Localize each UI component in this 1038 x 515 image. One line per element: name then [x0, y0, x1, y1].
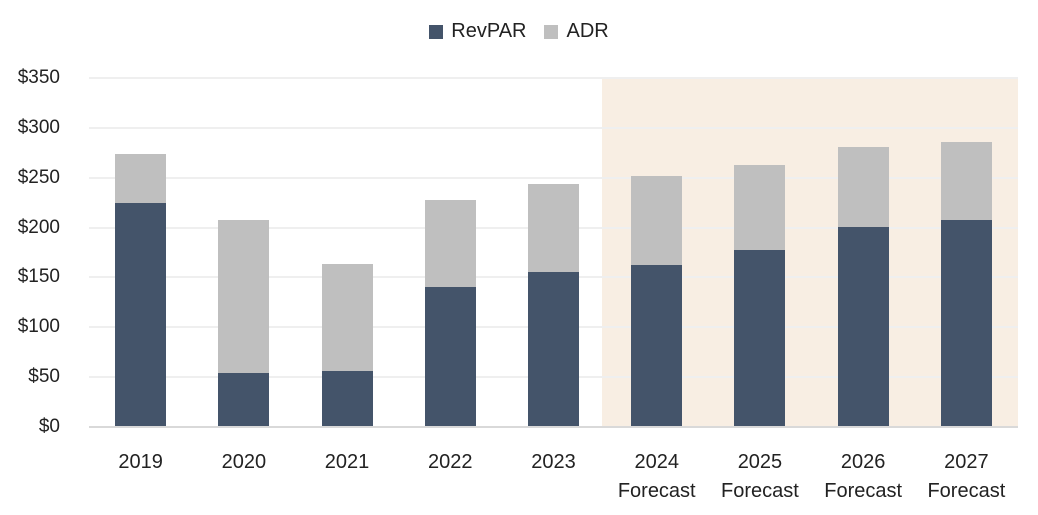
x-tick-label: 2027 Forecast: [927, 451, 1006, 502]
y-tick-label: $350: [17, 67, 60, 88]
chart-legend: RevPAR ADR: [0, 20, 1038, 43]
bar-revpar: [528, 272, 579, 427]
x-axis-line: [89, 426, 1018, 428]
y-tick-label: $100: [17, 316, 60, 338]
gridline: [89, 126, 1018, 129]
legend-swatch-revpar: [429, 24, 444, 39]
y-tick-label: $250: [17, 166, 60, 188]
bar-revpar: [424, 287, 476, 427]
x-tick-label: 2020: [221, 451, 267, 473]
legend-item-revpar: RevPAR: [429, 20, 526, 43]
y-tick-label: $200: [17, 216, 60, 238]
bar-revpar: [321, 371, 373, 427]
legend-label-revpar: RevPAR: [451, 20, 527, 42]
y-tick-label: $150: [17, 266, 60, 288]
gridline: [89, 176, 1018, 179]
x-tick-label: 2021: [324, 451, 370, 473]
legend-item-adr: ADR: [544, 20, 609, 43]
bar-revpar: [218, 373, 270, 427]
legend-label-adr: ADR: [566, 20, 609, 42]
x-tick-label: 2023: [531, 451, 576, 473]
x-tick-label: 2024 Forecast: [617, 451, 696, 502]
x-tick-label: 2026 Forecast: [824, 451, 903, 502]
x-tick-label: 2025 Forecast: [721, 451, 799, 502]
legend-swatch-adr: [544, 24, 559, 39]
bar-revpar: [837, 226, 889, 427]
bar-revpar: [940, 219, 992, 427]
y-tick-label: $50: [28, 366, 60, 388]
y-tick-label: $300: [17, 116, 60, 138]
x-tick-label: 2022: [428, 451, 473, 473]
x-tick-label: 2019: [118, 451, 163, 473]
bar-revpar: [631, 265, 683, 427]
y-tick-label: $0: [38, 416, 60, 437]
bar-revpar: [115, 202, 167, 427]
bar-revpar: [734, 249, 786, 427]
gridline: [89, 77, 1018, 79]
